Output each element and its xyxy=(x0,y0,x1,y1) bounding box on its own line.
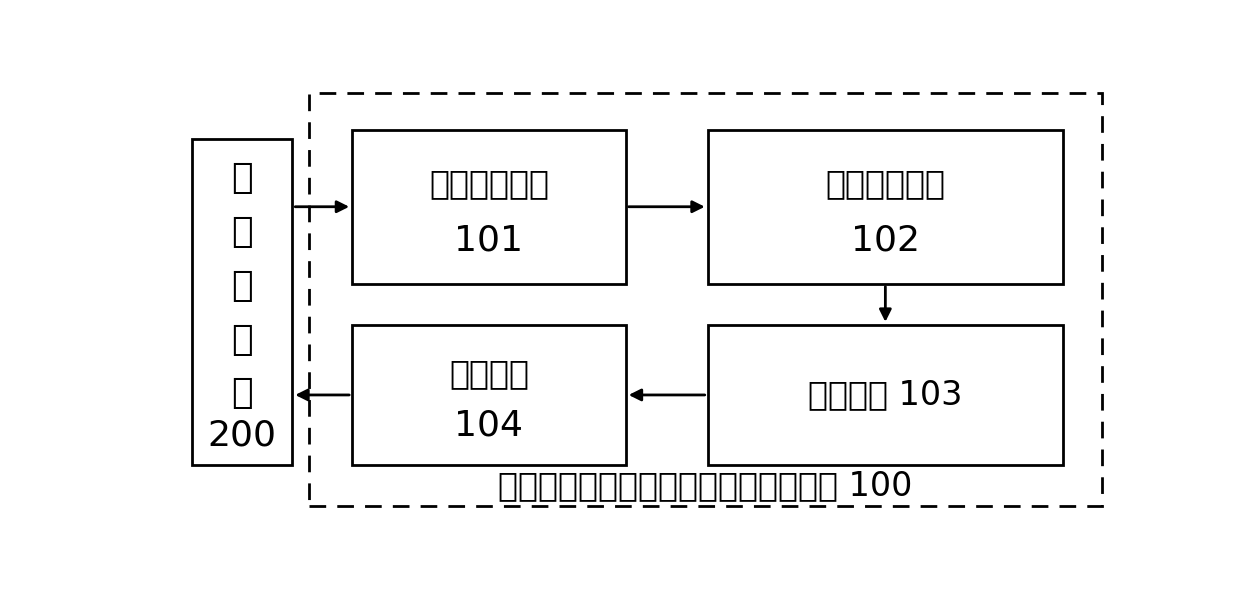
Bar xyxy=(352,130,626,284)
Text: 炉: 炉 xyxy=(231,376,253,411)
Bar xyxy=(352,325,626,465)
Text: 收集压缩单元: 收集压缩单元 xyxy=(826,167,945,200)
Text: 回收净化单元: 回收净化单元 xyxy=(429,167,549,200)
Bar xyxy=(191,138,293,465)
Text: 101: 101 xyxy=(454,224,523,257)
Text: 热: 热 xyxy=(231,323,253,356)
Text: 纴化单元 103: 纴化单元 103 xyxy=(808,379,962,412)
Text: 200: 200 xyxy=(207,419,277,453)
Text: 光: 光 xyxy=(231,161,253,195)
Text: 104: 104 xyxy=(454,409,523,443)
Bar xyxy=(708,130,1063,284)
Bar xyxy=(309,93,1101,506)
Text: 供气单元: 供气单元 xyxy=(449,358,529,391)
Text: 光纤加热炉尾气回收纴化循环利用系统 100: 光纤加热炉尾气回收纴化循环利用系统 100 xyxy=(498,469,913,502)
Text: 加: 加 xyxy=(231,269,253,303)
Text: 102: 102 xyxy=(851,224,920,257)
Text: 纤: 纤 xyxy=(231,215,253,249)
Bar xyxy=(708,325,1063,465)
